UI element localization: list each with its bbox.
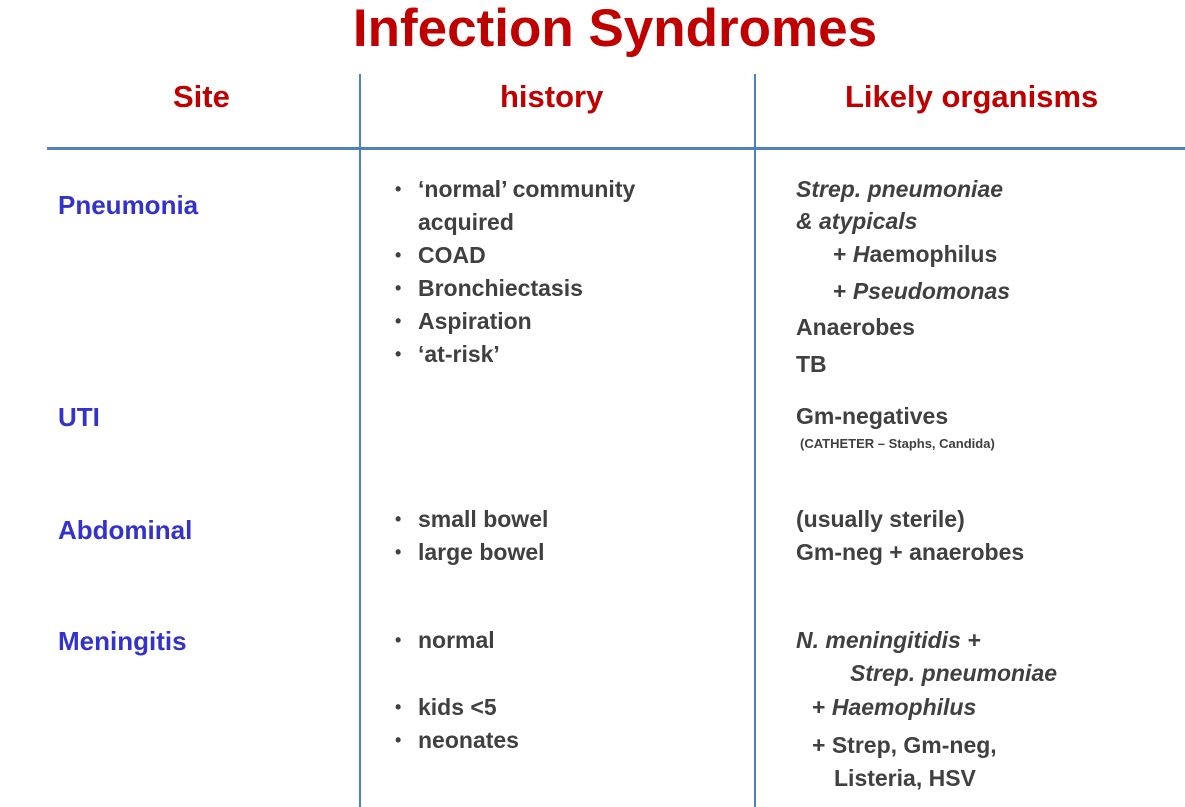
bullet-icon: • <box>395 278 402 298</box>
bullet-icon: • <box>395 697 402 717</box>
list-item: • ‘at-risk’ <box>392 338 732 371</box>
bullet-icon: • <box>395 179 402 199</box>
bullet-icon: • <box>395 630 402 650</box>
site-meningitis: Meningitis <box>58 626 187 656</box>
column-divider-1 <box>359 74 361 807</box>
list-item: • normal <box>392 624 495 657</box>
organism-line: + Pseudomonas <box>833 278 1011 304</box>
list-item: • Aspiration <box>392 305 732 338</box>
list-item: • kids <5 <box>392 691 519 724</box>
bullet-icon: • <box>395 344 402 364</box>
header-site: Site <box>173 79 230 114</box>
site-abdominal: Abdominal <box>58 515 193 545</box>
organism-line: TB <box>796 351 827 377</box>
bullet-icon: • <box>395 509 402 529</box>
column-divider-2 <box>754 74 756 807</box>
bullet-icon: • <box>395 245 402 265</box>
bullet-icon: • <box>395 311 402 331</box>
organism-line: + Strep, Gm-neg, <box>812 732 997 758</box>
organism-line: Gm-negatives <box>796 403 949 429</box>
organism-line: + Haemophilus <box>812 694 977 720</box>
organism-line: Strep. pneumoniae <box>796 176 1004 202</box>
list-item: • COAD <box>392 239 732 272</box>
organism-line: N. meningitidis + <box>796 627 981 653</box>
list-item: • ‘normal’ community acquired <box>392 173 732 239</box>
organism-line: Anaerobes <box>796 314 915 340</box>
organism-line: Gm-neg + anaerobes <box>796 539 1025 565</box>
list-item: • large bowel <box>392 536 548 569</box>
header-organisms: Likely organisms <box>845 79 1099 114</box>
header-history: history <box>500 79 604 114</box>
list-item: • neonates <box>392 724 519 757</box>
list-item: • small bowel <box>392 503 548 536</box>
organism-line: & atypicals <box>796 208 918 234</box>
bullet-icon: • <box>395 542 402 562</box>
organism-line: Strep. pneumoniae <box>850 660 1058 686</box>
history-list-meningitis-2: • kids <5 • neonates <box>392 691 519 757</box>
site-pneumonia: Pneumonia <box>58 190 199 220</box>
organism-line: Listeria, HSV <box>834 765 976 791</box>
history-list-abdominal: • small bowel • large bowel <box>392 503 548 569</box>
organism-line: (usually sterile) <box>796 506 965 532</box>
header-divider <box>47 147 1185 150</box>
site-uti: UTI <box>58 402 100 432</box>
organism-line: + Haemophilus <box>833 241 998 267</box>
bullet-icon: • <box>395 730 402 750</box>
history-list-pneumonia: • ‘normal’ community acquired • COAD • Bron… <box>392 173 732 371</box>
list-item: • Bronchiectasis <box>392 272 732 305</box>
history-list-meningitis: • normal <box>392 624 495 657</box>
organism-note: (CATHETER – Staphs, Candida) <box>800 436 995 451</box>
page-title: Infection Syndromes <box>352 0 878 58</box>
